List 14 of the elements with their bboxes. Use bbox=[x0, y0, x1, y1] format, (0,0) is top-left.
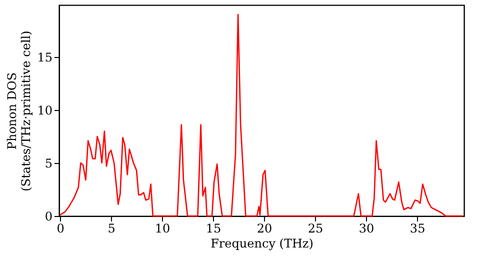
y-tick-label: 15 bbox=[37, 50, 52, 64]
y-axis-title: Phonon DOS (States/THz·primitive cell) bbox=[5, 30, 34, 192]
x-tick-label: 25 bbox=[308, 222, 324, 236]
x-tick-label: 0 bbox=[56, 222, 64, 236]
x-tick-label: 35 bbox=[410, 222, 426, 236]
x-axis-title: Frequency (THz) bbox=[210, 236, 314, 250]
x-tick-label: 15 bbox=[206, 222, 222, 236]
x-tick-label: 20 bbox=[256, 222, 272, 236]
x-tick-label: 10 bbox=[154, 222, 170, 236]
y-tick-label: 5 bbox=[44, 156, 52, 170]
y-tick-label: 0 bbox=[44, 210, 52, 224]
y-tick-label: 10 bbox=[37, 103, 52, 118]
x-tick-label: 5 bbox=[108, 222, 116, 236]
x-tick-label: 30 bbox=[358, 222, 374, 236]
